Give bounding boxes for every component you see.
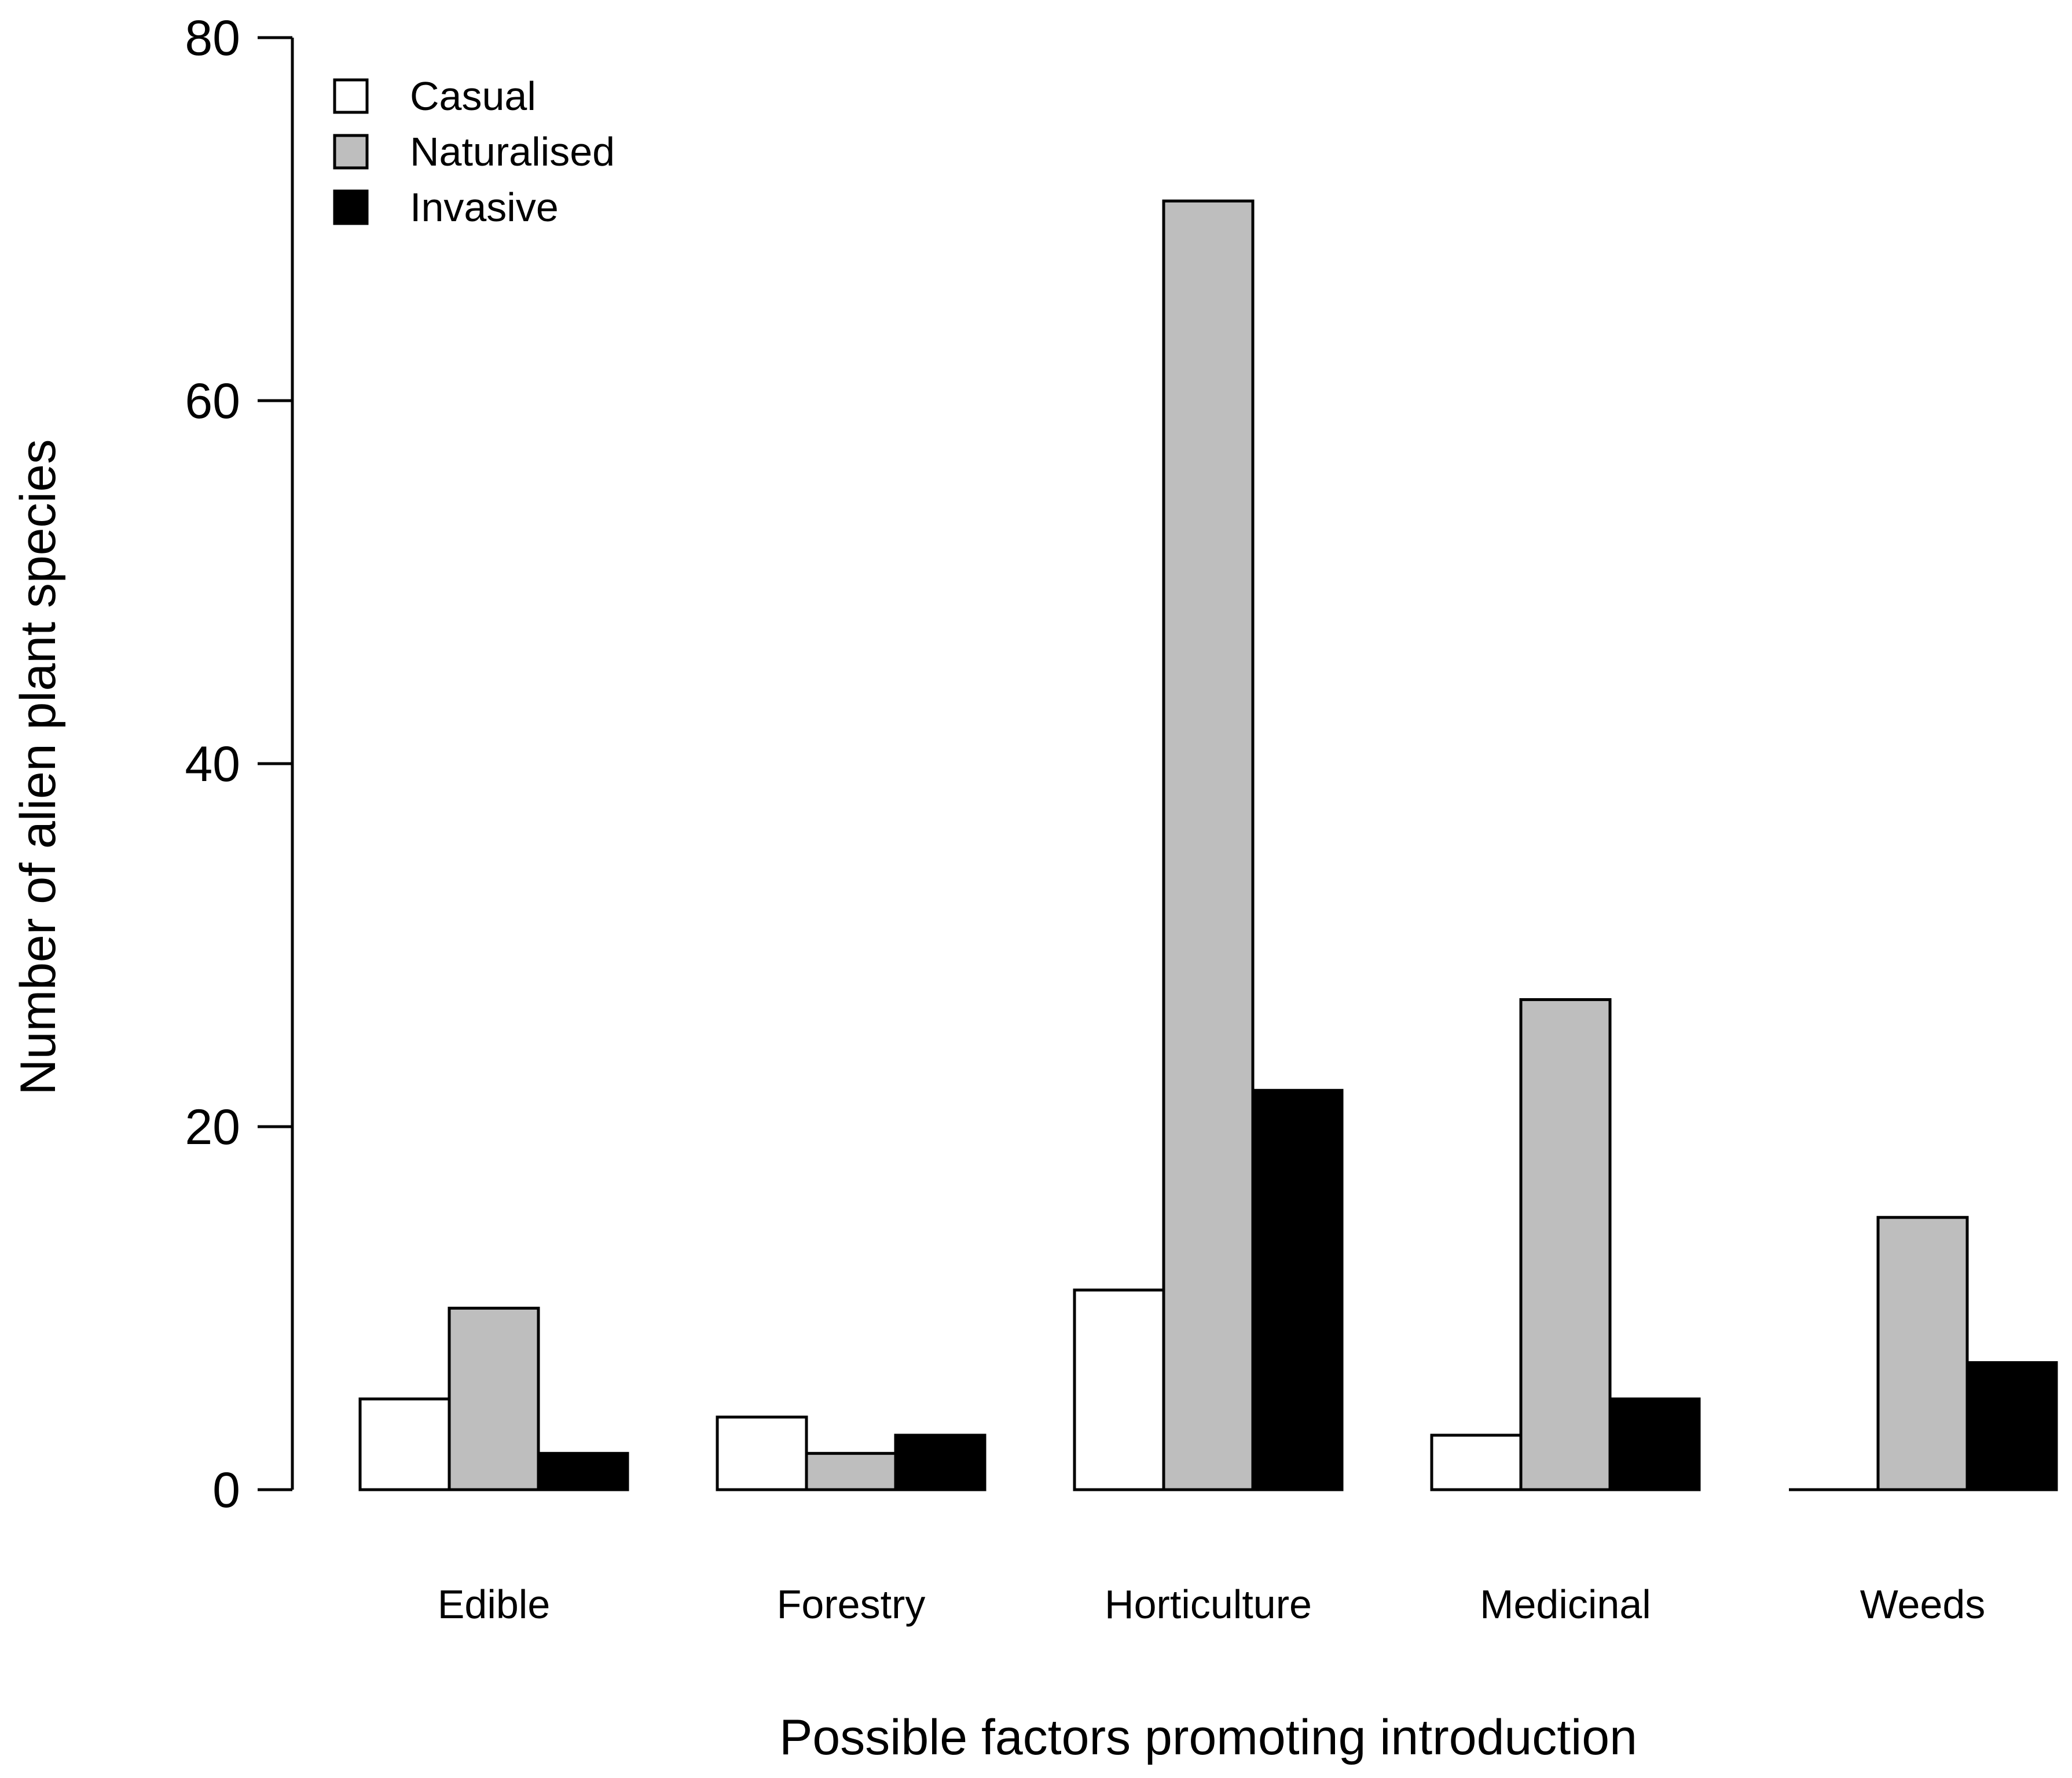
category-label-forestry: Forestry xyxy=(777,1582,926,1627)
legend-label-casual: Casual xyxy=(410,74,536,119)
bar-horticulture-naturalised xyxy=(1162,199,1255,1491)
category-labels: Edible Forestry Horticulture Medicinal Weeds xyxy=(438,1582,1986,1627)
y-tick-label-1: 20 xyxy=(185,1099,240,1155)
bar-horticulture-invasive xyxy=(1251,1088,1344,1491)
legend-swatch-naturalised xyxy=(333,134,369,170)
bar-weeds-invasive xyxy=(1965,1361,2058,1491)
bar-edible-casual xyxy=(358,1397,451,1491)
legend-label-naturalised: Naturalised xyxy=(410,129,615,174)
bar-horticulture-casual xyxy=(1073,1288,1165,1491)
bar-forestry-naturalised xyxy=(805,1451,897,1491)
bar-medicinal-invasive xyxy=(1608,1397,1701,1491)
legend-label-invasive: Invasive xyxy=(410,185,559,230)
y-axis-title: Number of alien plant species xyxy=(10,439,66,1095)
x-axis-title: Possible factors promoting introduction xyxy=(779,1710,1637,1765)
bars xyxy=(358,199,2058,1491)
bar-forestry-invasive xyxy=(894,1434,987,1491)
bar-medicinal-casual xyxy=(1430,1434,1523,1491)
bar-forestry-casual xyxy=(716,1416,808,1491)
y-tick-label-0: 0 xyxy=(212,1462,240,1518)
bar-weeds-naturalised xyxy=(1876,1216,1969,1491)
category-label-weeds: Weeds xyxy=(1860,1582,1986,1627)
y-tick-label-3: 60 xyxy=(185,373,240,429)
legend: Casual Naturalised Invasive xyxy=(333,74,615,230)
bar-edible-invasive xyxy=(537,1451,629,1491)
legend-swatch-invasive xyxy=(333,189,369,225)
category-label-horticulture: Horticulture xyxy=(1105,1582,1312,1627)
category-label-medicinal: Medicinal xyxy=(1480,1582,1651,1627)
bar-medicinal-naturalised xyxy=(1519,998,1612,1491)
category-label-edible: Edible xyxy=(438,1582,551,1627)
bar-edible-naturalised xyxy=(448,1307,540,1491)
y-axis: 0 20 40 60 80 xyxy=(185,10,294,1518)
legend-swatch-casual xyxy=(333,78,369,114)
y-tick-label-2: 40 xyxy=(185,736,240,792)
y-tick-label-4: 80 xyxy=(185,10,240,66)
